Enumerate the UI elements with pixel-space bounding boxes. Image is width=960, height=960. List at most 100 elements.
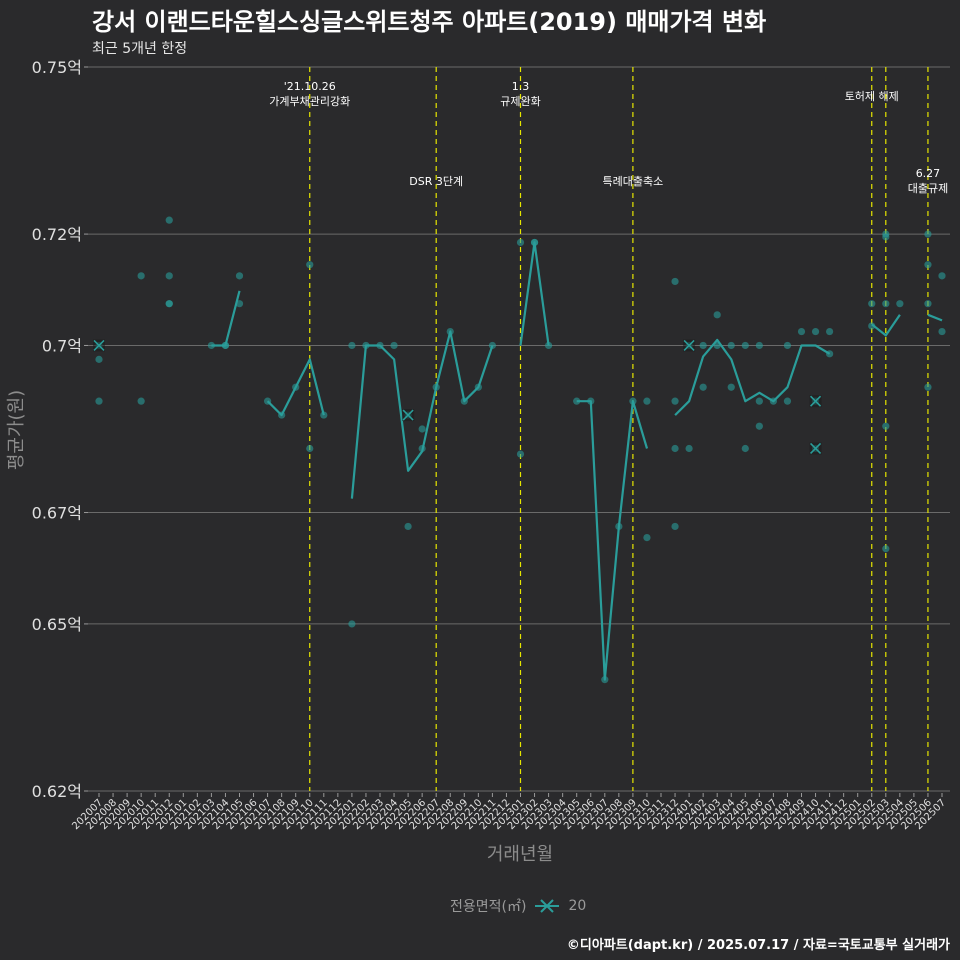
series-line <box>350 330 494 499</box>
data-point <box>755 341 763 350</box>
event-annotation: 토허제 해제 <box>845 89 899 103</box>
data-point <box>699 383 707 391</box>
series-line <box>211 290 241 347</box>
line-layer <box>211 241 943 681</box>
data-point <box>727 383 735 391</box>
cross-marker-stroke <box>402 409 414 421</box>
data-point <box>404 522 412 531</box>
x-axis-ticks: 2020072020082020092020102020112020122021… <box>70 793 948 832</box>
event-annotation: DSR 3단계 <box>409 175 463 188</box>
cross-marker <box>809 395 822 408</box>
cross-marker-stroke <box>809 395 822 407</box>
data-point <box>671 397 679 405</box>
event-annotation: 대출규제 <box>908 182 948 195</box>
data-point <box>516 450 525 458</box>
data-point <box>924 300 932 308</box>
data-point <box>741 444 749 453</box>
data-point <box>165 300 173 308</box>
data-point <box>924 383 932 391</box>
event-annotation: 특례대출축소 <box>603 175 664 188</box>
data-point <box>235 272 244 280</box>
data-point <box>643 534 651 542</box>
data-point <box>95 355 103 363</box>
legend-label: 20 <box>568 898 587 914</box>
event-annotation: 1.3 <box>512 80 530 93</box>
data-point <box>699 341 707 350</box>
y-tick-label: 0.7억 <box>42 336 82 355</box>
data-point <box>783 397 792 405</box>
legend-swatch-icon <box>535 899 560 913</box>
data-point <box>727 341 735 350</box>
data-point <box>896 300 904 308</box>
legend-title: 전용면적(㎡) <box>450 899 527 915</box>
data-point <box>137 397 145 405</box>
data-point <box>938 327 946 336</box>
data-point <box>713 311 721 319</box>
cross-marker-stroke <box>683 339 695 352</box>
series-line <box>674 338 831 416</box>
chart-subtitle: 최근 5개년 한정 <box>92 41 188 57</box>
legend: 전용면적(㎡) 20 <box>450 896 586 916</box>
data-point <box>811 327 820 336</box>
data-point <box>882 300 890 308</box>
cross-marker <box>809 442 822 455</box>
data-point <box>306 444 314 453</box>
y-axis-label: 평균가(원) <box>6 390 27 470</box>
cross-layer <box>93 339 822 455</box>
data-point <box>165 272 173 280</box>
event-annotation: '21.10.26 <box>284 80 336 93</box>
cross-marker-stroke <box>809 442 822 455</box>
data-point <box>882 233 890 241</box>
data-point <box>390 341 398 350</box>
cross-marker-stroke <box>93 339 105 352</box>
data-point <box>924 230 932 238</box>
data-point <box>671 444 679 453</box>
y-tick-label: 0.75억 <box>32 58 82 77</box>
chart-title: 강서 이랜드타운힐스싱글스위트청주 아파트(2019) 매매가격 변화 <box>92 8 767 36</box>
data-point <box>882 422 890 430</box>
cross-marker <box>402 409 415 422</box>
data-point <box>348 341 356 350</box>
grid-layer <box>88 66 950 792</box>
data-point <box>685 444 693 453</box>
data-point <box>165 216 173 224</box>
data-point <box>868 300 876 308</box>
data-point <box>797 327 806 336</box>
data-point <box>741 341 749 350</box>
data-point <box>643 397 651 405</box>
event-annotation: 6.27 <box>916 167 941 180</box>
x-axis-label: 거래년월 <box>487 844 553 865</box>
series-line <box>927 313 943 322</box>
data-point <box>418 425 426 433</box>
data-point <box>348 620 356 628</box>
series-line <box>576 400 649 681</box>
data-point <box>488 341 496 350</box>
series-line <box>266 358 325 417</box>
event-annotation: 가계부채관리강화 <box>269 95 350 108</box>
data-point <box>95 397 103 405</box>
data-point <box>868 322 876 330</box>
data-point <box>755 422 763 430</box>
data-point <box>755 397 763 405</box>
y-tick-label: 0.72억 <box>32 225 82 244</box>
event-annotation: 규제완화 <box>500 95 540 108</box>
y-axis-ticks: 0.62억 0.65억 0.67억 0.7억 0.72억 0.75억 <box>32 58 88 801</box>
data-point <box>516 238 525 247</box>
data-point <box>783 341 792 350</box>
y-tick-label: 0.62억 <box>32 782 82 801</box>
data-point <box>306 261 314 269</box>
data-point <box>826 327 834 336</box>
data-point <box>671 522 679 531</box>
footer-credit: ©디아파트(dapt.kr) / 2025.07.17 / 자료=국토교통부 실… <box>566 938 950 953</box>
data-point <box>924 261 932 269</box>
data-point <box>137 272 145 280</box>
data-point <box>938 272 946 280</box>
data-point <box>882 545 890 553</box>
cross-marker <box>683 339 696 352</box>
series-line <box>519 241 550 346</box>
series-line <box>871 314 901 337</box>
data-point <box>671 277 679 286</box>
y-tick-label: 0.65억 <box>32 615 82 634</box>
